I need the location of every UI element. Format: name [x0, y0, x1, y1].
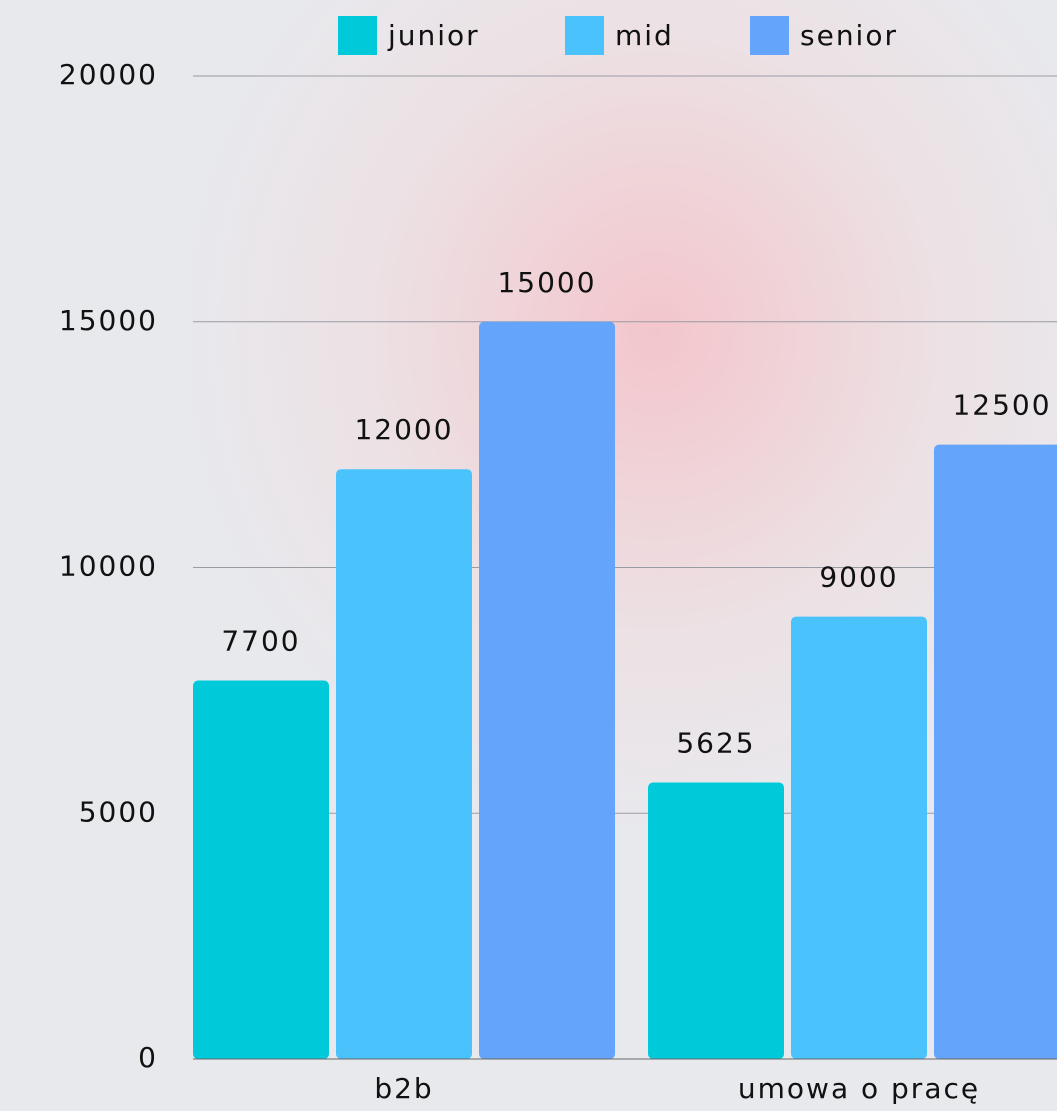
- bar: [934, 445, 1057, 1059]
- y-tick-label: 10000: [59, 550, 158, 583]
- y-tick-label: 0: [138, 1041, 158, 1074]
- y-tick-label: 15000: [59, 304, 158, 337]
- x-tick-label: b2b: [374, 1072, 433, 1105]
- y-tick-label: 20000: [59, 58, 158, 91]
- value-label: 7700: [221, 625, 300, 658]
- x-tick-label: umowa o pracę: [738, 1072, 980, 1105]
- legend-label: junior: [387, 19, 480, 52]
- value-label: 12000: [354, 413, 453, 446]
- value-label: 15000: [497, 266, 596, 299]
- page: {"chart_data": {"type": "bar", "categori…: [0, 0, 1057, 1111]
- legend-label: senior: [800, 19, 898, 52]
- chart: 0 5000 10000 15000 20000 junior mid senior b2b 77…: [0, 0, 1057, 1111]
- legend-swatch: [338, 16, 377, 55]
- legend-label: mid: [615, 19, 674, 52]
- bar: [791, 617, 927, 1059]
- value-label: 9000: [819, 561, 898, 594]
- legend-swatch: [565, 16, 604, 55]
- bar: [193, 681, 329, 1059]
- legend-swatch: [750, 16, 789, 55]
- value-label: 5625: [676, 727, 755, 760]
- bar: [479, 322, 615, 1059]
- bar: [648, 783, 784, 1059]
- bar: [336, 469, 472, 1059]
- value-label: 12500: [952, 389, 1051, 422]
- y-tick-label: 5000: [79, 795, 158, 828]
